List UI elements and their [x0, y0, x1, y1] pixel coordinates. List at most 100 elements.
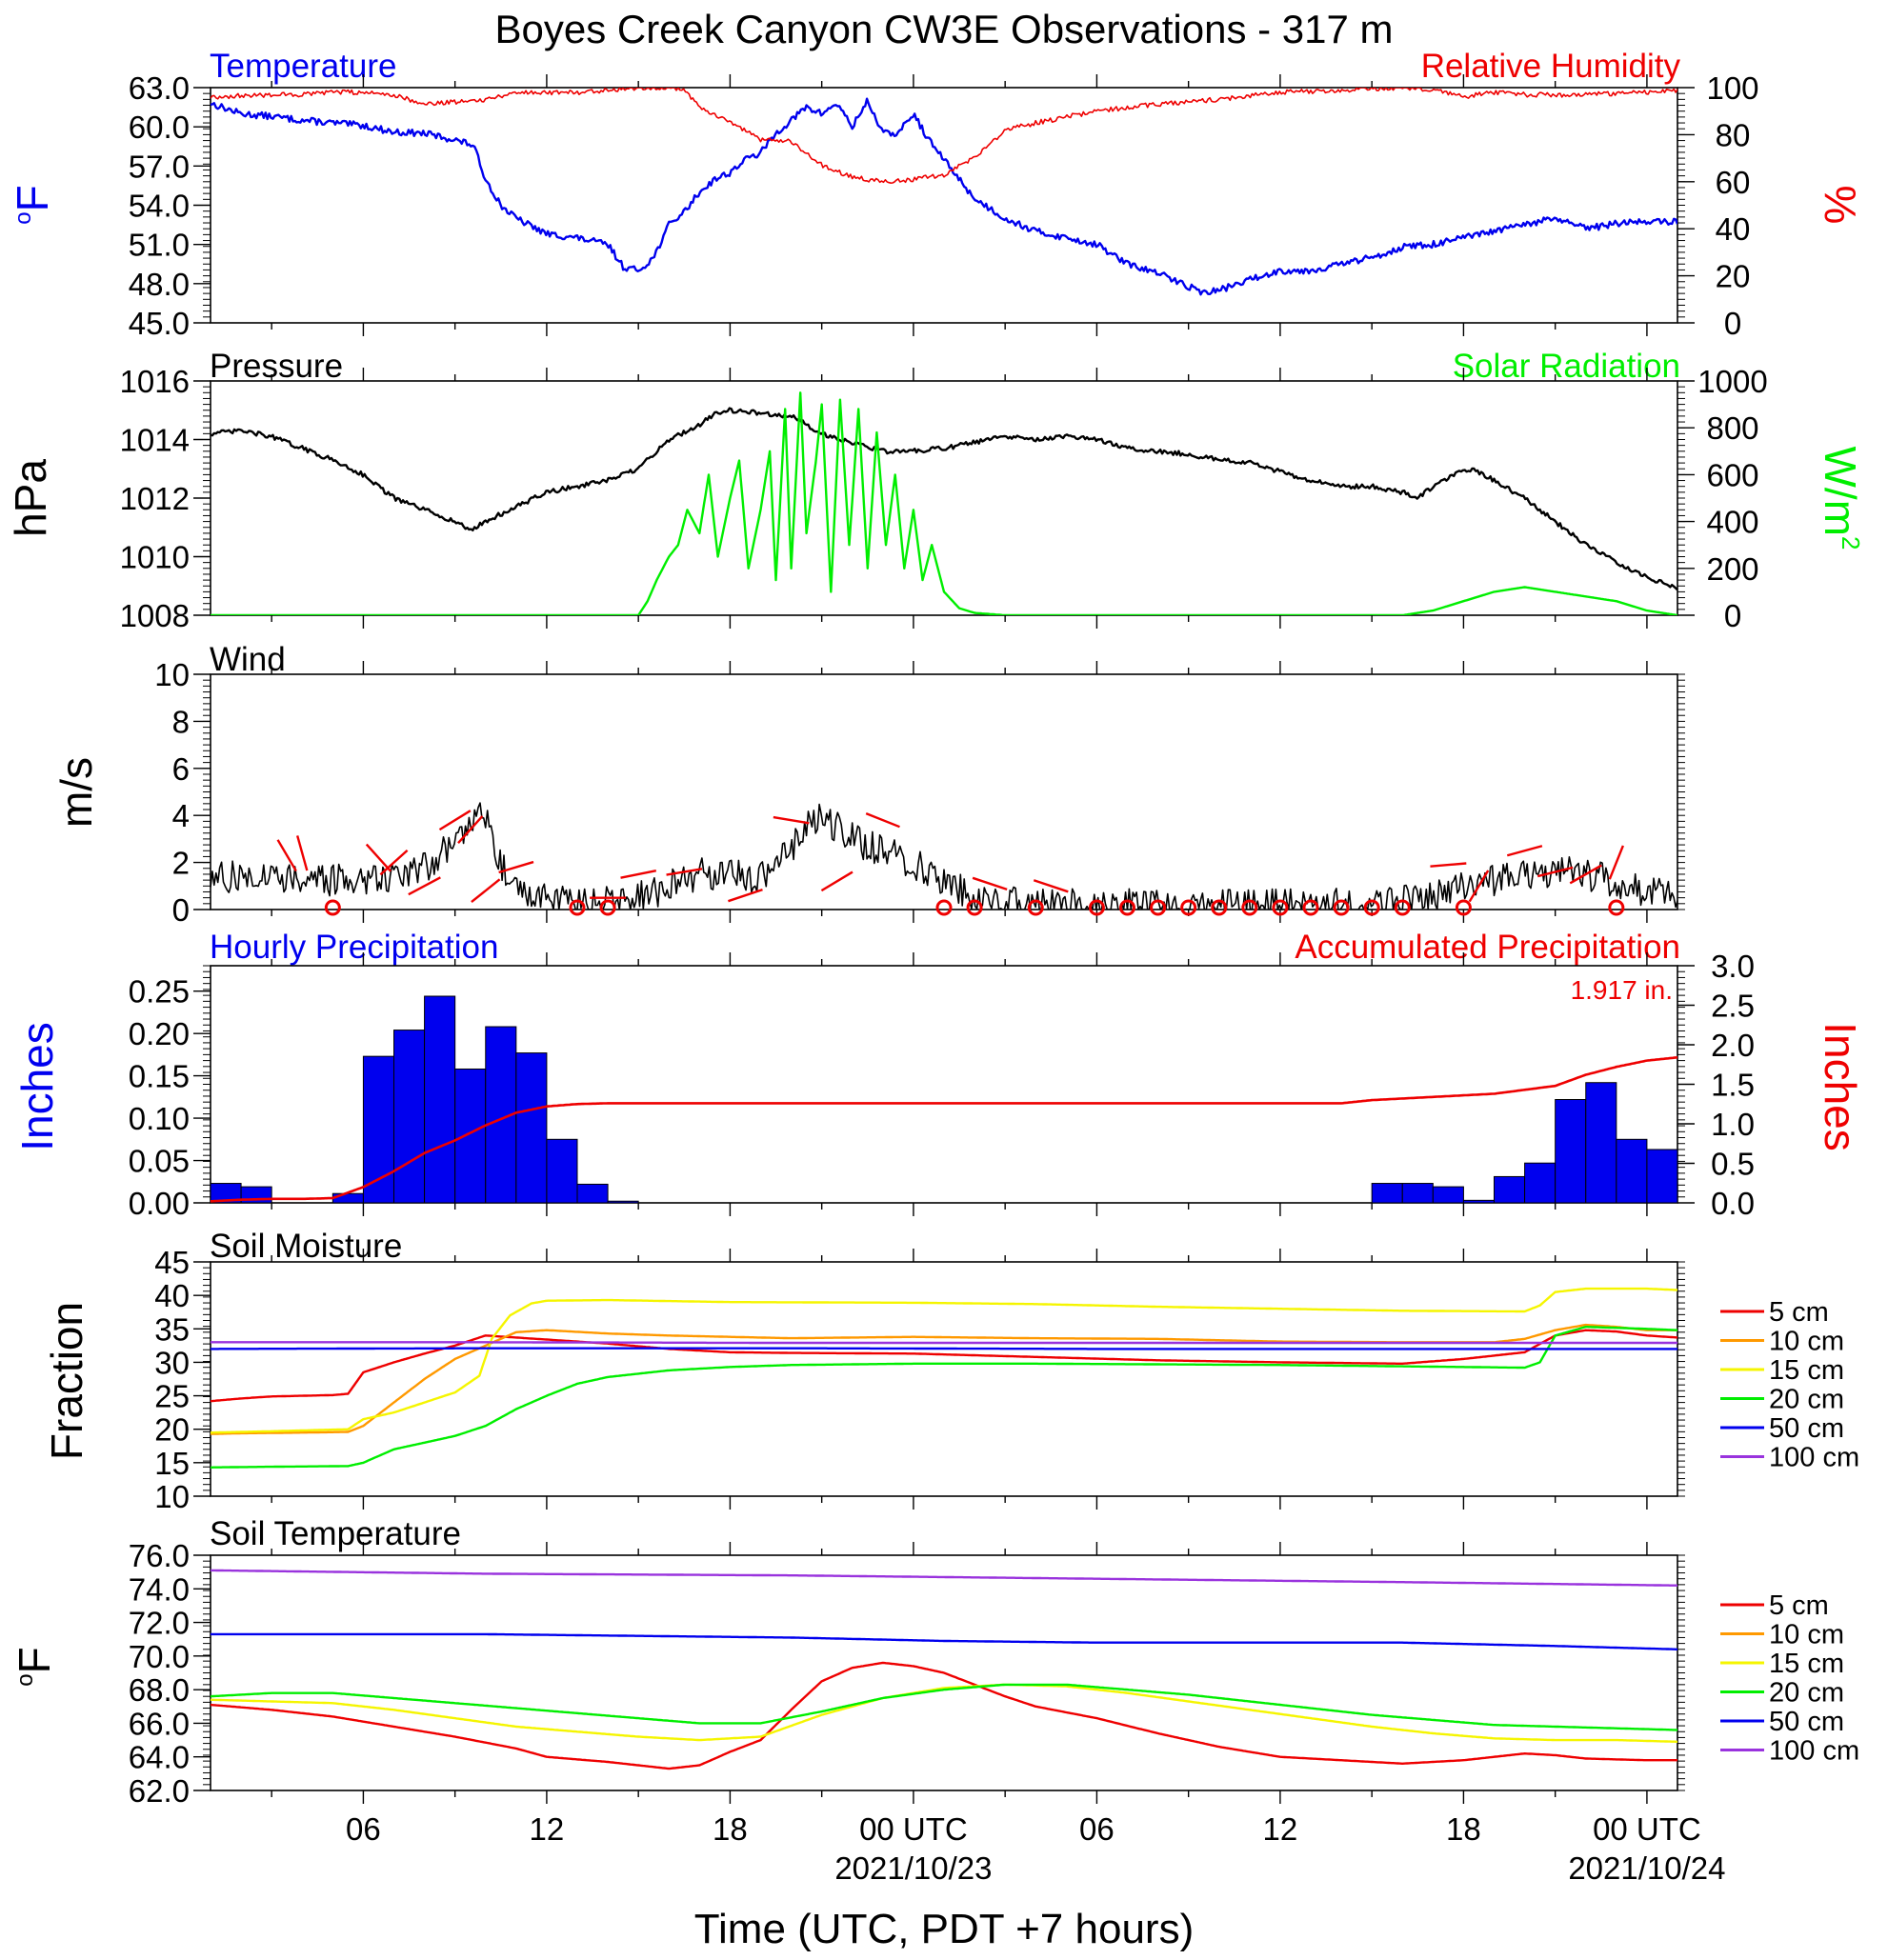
wind-barb [438, 810, 472, 831]
x-tick-label: 18 [1446, 1811, 1481, 1847]
chart-panel-1: 1008 1010 1012 1014 1016 0 200 400 600 800 1000 [120, 364, 1768, 633]
y-tick-label-right: 2.0 [1711, 1028, 1755, 1063]
precip-bar [362, 1055, 394, 1203]
y-tick-label-left: 74.0 [129, 1571, 190, 1607]
y-tick-label-right: 1000 [1697, 364, 1767, 399]
y-tick-label-left: 0.15 [129, 1059, 190, 1094]
accum-precip-unit-label: Inches [1816, 1022, 1865, 1151]
y-tick-label-left: 1014 [120, 423, 190, 458]
panel-precipitation: Hourly Precipitation Accumulated Precipi… [12, 929, 1865, 1151]
wind-barb [1468, 870, 1490, 903]
calm-wind-marker [1241, 899, 1258, 916]
wind-barb [1506, 845, 1543, 857]
series-line-5-cm [211, 1329, 1677, 1403]
wind-barb [820, 870, 854, 892]
x-tick-date-label: 2021/10/24 [1568, 1850, 1725, 1886]
y-tick-label-left: 60.0 [129, 110, 190, 145]
precip-bar [1555, 1099, 1587, 1203]
soil-moisture-label: Soil Moisture [210, 1228, 402, 1265]
wind-barb [457, 815, 484, 844]
calm-wind-marker [1608, 899, 1625, 916]
panel-soil-moisture: Soil Moisture Fraction [42, 1228, 402, 1460]
panel-soil-temperature: Soil Temperature oF [10, 1515, 461, 1687]
x-axis-title: Time (UTC, PDT +7 hours) [694, 1906, 1194, 1952]
svg-text:oF: oF [10, 1647, 59, 1686]
temperature-unit-degree: o [10, 211, 36, 224]
wind-barb [1033, 879, 1069, 893]
solar-unit-base: W/m [1816, 447, 1865, 537]
calm-wind-marker [966, 899, 983, 916]
y-tick-label-left: 66.0 [129, 1706, 190, 1741]
x-tick-label: 18 [713, 1811, 748, 1847]
wind-label: Wind [210, 641, 286, 678]
x-tick-label: 12 [1263, 1811, 1298, 1847]
x-tick-label: 12 [530, 1811, 565, 1847]
calm-wind-marker [599, 899, 616, 916]
precip-bar [515, 1052, 548, 1203]
x-tick-date-label: 2021/10/23 [834, 1850, 992, 1886]
accum-precip-label: Accumulated Precipitation [1295, 929, 1680, 966]
y-tick-label-right: 1.5 [1711, 1068, 1755, 1103]
series-line-right [211, 391, 1677, 615]
pressure-unit-label: hPa [6, 459, 55, 537]
series-line-20-cm [211, 1683, 1677, 1731]
y-tick-label-left: 2 [172, 846, 190, 881]
y-tick-label-right: 600 [1706, 457, 1758, 492]
wind-barb [1569, 864, 1602, 885]
legend-label-20-cm: 20 cm [1769, 1385, 1844, 1415]
x-tick-label: 00 UTC [859, 1811, 968, 1847]
wind-barb [865, 811, 900, 829]
y-tick-label-right: 1.0 [1711, 1107, 1755, 1142]
y-tick-label-left: 8 [172, 704, 190, 739]
y-tick-label-left: 72.0 [129, 1606, 190, 1641]
wind-barb [365, 843, 392, 872]
svg-text:W/m2: W/m2 [1816, 447, 1865, 550]
y-tick-label-left: 20 [154, 1412, 190, 1448]
series-line-left [211, 407, 1677, 591]
precip-bar [424, 995, 456, 1203]
plot-layer: 45.048.051.054.057.060.063.0020406080100… [120, 70, 1860, 1886]
legend-label-50-cm: 50 cm [1769, 1413, 1844, 1444]
chart-panel-2: 0 2 4 6 8 10 [154, 657, 1685, 928]
series-line-5-cm [211, 1661, 1677, 1770]
legend-label-100-cm: 100 cm [1769, 1736, 1859, 1767]
svg-text:oF: oF [8, 185, 57, 224]
y-tick-label-right: 200 [1706, 551, 1758, 587]
y-tick-label-left: 51.0 [129, 228, 190, 263]
series-line-20-cm [211, 1326, 1677, 1469]
wind-barb [1430, 862, 1467, 868]
series-line-right [211, 88, 1677, 184]
calm-wind-marker [1180, 899, 1197, 916]
wind-barb [972, 876, 1008, 890]
series-line-100-cm [211, 1341, 1677, 1345]
accum-precip-line [211, 1056, 1677, 1203]
y-tick-label-left: 6 [172, 751, 190, 787]
y-tick-label-right: 60 [1716, 165, 1751, 200]
panel-temperature-humidity: Temperature Relative Humidity oF % [8, 48, 1865, 225]
y-tick-label-left: 0.00 [129, 1186, 190, 1221]
y-tick-label-left: 35 [154, 1311, 190, 1347]
calm-wind-marker [1027, 899, 1044, 916]
y-tick-label-left: 1012 [120, 481, 190, 516]
panel-plot-area [211, 1287, 1677, 1469]
soil-temp-unit-letter: F [10, 1647, 59, 1673]
wind-barb [471, 878, 501, 904]
y-tick-label-left: 10 [154, 657, 190, 692]
y-tick-label-left: 64.0 [129, 1740, 190, 1775]
y-tick-label-left: 0.20 [129, 1016, 190, 1051]
soil-temperature-label: Soil Temperature [210, 1515, 461, 1552]
legend-label-50-cm: 50 cm [1769, 1707, 1844, 1737]
soil-moisture-unit-label: Fraction [42, 1302, 91, 1460]
panel-plot-area [211, 1569, 1677, 1770]
precip-bar [1494, 1175, 1526, 1203]
wind-barb [408, 876, 441, 896]
calm-wind-marker [1302, 899, 1319, 916]
y-tick-label-right: 0 [1724, 306, 1741, 341]
panel-pressure-solar: Pressure Solar Radiation hPa W/m2 [6, 348, 1865, 550]
y-tick-label-right: 400 [1706, 505, 1758, 540]
y-tick-label-right: 0 [1724, 598, 1741, 633]
y-tick-label-left: 70.0 [129, 1639, 190, 1674]
